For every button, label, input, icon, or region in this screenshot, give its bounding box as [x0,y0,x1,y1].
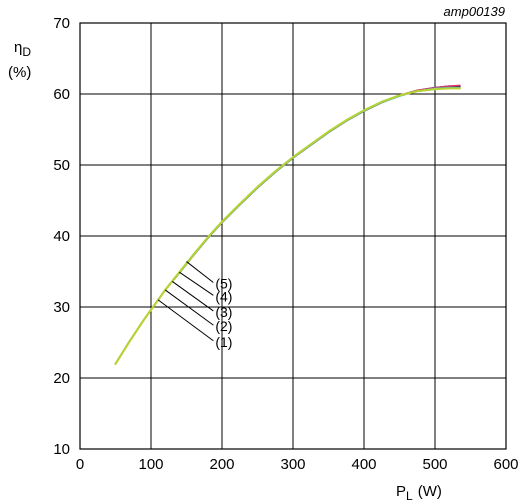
y-axis-subscript: D [22,45,31,59]
y-tick-label: 50 [53,157,70,174]
callout-leader [157,299,214,342]
plot-frame [79,22,507,450]
series-line-4 [114,87,461,365]
x-tick-label: 200 [209,456,234,473]
x-tick-label: 400 [351,456,376,473]
series-line-1 [114,85,461,365]
callout-leader [172,281,214,312]
x-tick-label: 500 [422,456,447,473]
x-axis-unit: (W) [418,483,442,500]
series-layer [114,84,461,365]
callout-label: (5) [215,276,232,292]
series-line-2 [114,84,461,365]
tick-layer: 0 100 200 300 400 500 600 10 20 30 40 50 60 70 [53,15,518,473]
y-tick-label: 40 [53,228,70,245]
callout-label: (2) [215,318,232,334]
callout-label: (1) [215,334,232,350]
x-tick-label: 100 [138,456,163,473]
figure-id: amp00139 [444,4,505,19]
y-axis-symbol: η [14,39,22,56]
x-tick-label: 0 [76,456,84,473]
y-tick-label: 70 [53,15,70,32]
callout-leader [179,271,214,296]
x-axis-title: PL (W) [396,483,442,500]
x-tick-label: 300 [280,456,305,473]
y-axis-unit: (%) [8,64,31,81]
y-axis-title: ηD [14,39,31,59]
x-axis-subscript: L [406,489,413,500]
y-tick-label: 30 [53,299,70,316]
callout-label: (4) [215,288,232,304]
x-tick-label: 600 [493,456,518,473]
callout-leader [164,289,214,326]
callout-leader [186,261,214,283]
series-line-3 [114,86,461,365]
series-line-5 [114,87,461,365]
y-tick-label: 20 [53,370,70,387]
grid-layer [79,22,507,450]
callout-label: (3) [215,304,232,320]
y-tick-label: 60 [53,86,70,103]
y-tick-label: 10 [53,441,70,458]
x-axis-symbol: P [396,483,406,500]
callout-layer: (5)(4)(3)(2)(1) [157,261,232,350]
